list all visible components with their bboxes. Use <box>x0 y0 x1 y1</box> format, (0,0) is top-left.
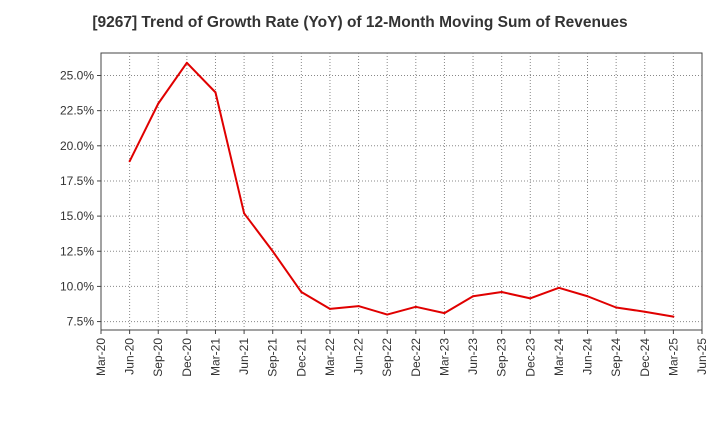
data-point <box>271 250 274 253</box>
data-point <box>615 306 618 309</box>
x-tick-label: Jun-25 <box>695 338 709 375</box>
y-tick-label: 20.0% <box>60 139 94 153</box>
x-tick-label: Jun-22 <box>352 338 366 375</box>
y-tick-label: 10.0% <box>60 279 94 293</box>
data-point <box>472 295 475 298</box>
x-tick-label: Mar-25 <box>666 338 680 376</box>
data-point <box>157 102 160 105</box>
data-point <box>357 305 360 308</box>
data-point <box>529 297 532 300</box>
x-tick-label: Jun-23 <box>466 338 480 375</box>
x-tick-label: Mar-24 <box>552 338 566 376</box>
data-point <box>414 305 417 308</box>
data-point <box>214 91 217 94</box>
x-tick-label: Mar-21 <box>208 338 222 376</box>
data-point <box>643 310 646 313</box>
data-point <box>443 312 446 315</box>
x-tick-label: Mar-22 <box>323 338 337 376</box>
data-point <box>328 307 331 310</box>
grid <box>101 53 702 330</box>
y-tick-label: 7.5% <box>67 315 95 329</box>
y-axis: 7.5% 10.0% 12.5% 15.0% 17.5% 20.0% 22.5% 25.0% <box>60 68 101 329</box>
y-tick-label: 22.5% <box>60 104 94 118</box>
x-tick-label: Dec-21 <box>294 338 308 377</box>
series-layer <box>128 61 675 318</box>
x-tick-label: Jun-24 <box>581 338 595 375</box>
x-tick-label: Dec-24 <box>638 338 652 377</box>
series-line <box>128 61 674 318</box>
x-tick-label: Sep-22 <box>380 338 394 377</box>
data-point <box>128 160 131 163</box>
x-tick-label: Dec-23 <box>523 338 537 377</box>
x-tick-label: Sep-23 <box>495 338 509 377</box>
chart-title: [9267] Trend of Growth Rate (YoY) of 12-… <box>92 14 628 31</box>
data-point <box>586 295 589 298</box>
y-tick-label: 25.0% <box>60 68 94 82</box>
x-tick-label: Dec-20 <box>180 338 194 377</box>
x-axis: Mar-20 Jun-20 Sep-20 Dec-20 Mar-21 Jun-21 Sep-… <box>94 330 709 377</box>
data-point <box>386 313 389 316</box>
data-point <box>243 212 246 215</box>
data-point <box>300 291 303 294</box>
data-point <box>557 286 560 289</box>
y-tick-label: 12.5% <box>60 244 94 258</box>
data-point <box>185 61 188 64</box>
plot-area <box>100 52 703 331</box>
x-tick-label: Dec-22 <box>409 338 423 377</box>
x-tick-label: Mar-23 <box>437 338 451 376</box>
x-tick-label: Sep-24 <box>609 338 623 377</box>
data-point <box>500 291 503 294</box>
x-tick-label: Sep-21 <box>266 338 280 377</box>
data-point <box>672 315 675 318</box>
y-tick-label: 15.0% <box>60 209 94 223</box>
x-tick-label: Jun-21 <box>237 338 251 375</box>
x-tick-label: Sep-20 <box>151 338 165 377</box>
x-tick-label: Mar-20 <box>94 338 108 376</box>
y-tick-label: 17.5% <box>60 174 94 188</box>
x-tick-label: Jun-20 <box>123 338 137 375</box>
